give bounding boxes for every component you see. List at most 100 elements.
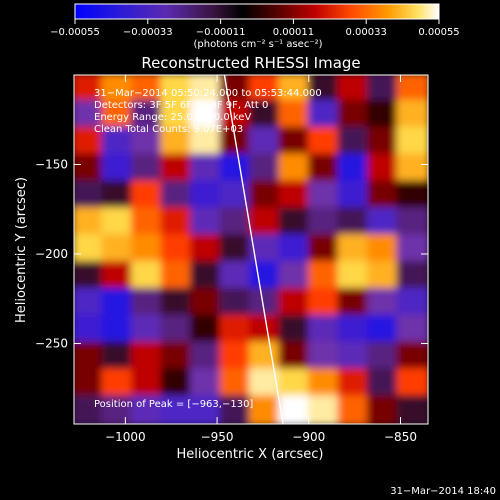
heatmap-cell bbox=[366, 180, 401, 212]
heatmap-cell bbox=[101, 153, 135, 185]
heatmap-cell bbox=[189, 99, 224, 131]
heatmap-cell bbox=[248, 395, 283, 424]
peak-annotation: Position of Peak = [−963,−130] bbox=[94, 399, 253, 410]
heatmap-cell bbox=[396, 99, 428, 131]
heatmap-cell bbox=[74, 99, 106, 131]
heatmap-cell bbox=[337, 207, 371, 239]
heatmap-cell bbox=[189, 207, 224, 239]
clean-annotation: Clean Total Counts: 9.07E+03 bbox=[94, 124, 243, 135]
heatmap-cell bbox=[248, 153, 283, 185]
heatmap-cell bbox=[160, 341, 194, 373]
heatmap-cell bbox=[189, 287, 224, 319]
heatmap-cell bbox=[278, 99, 312, 131]
heatmap-cell bbox=[248, 207, 283, 239]
heatmap-cell bbox=[337, 75, 371, 104]
solar-limb-line bbox=[223, 75, 284, 424]
heatmap-cell bbox=[337, 341, 371, 373]
heatmap-cell bbox=[307, 180, 342, 212]
heatmap-cell bbox=[74, 368, 106, 400]
x-tick-label: −950 bbox=[201, 430, 234, 444]
heatmap-cell bbox=[130, 99, 165, 131]
heatmap-cell bbox=[248, 75, 283, 104]
heatmap-cell bbox=[219, 395, 253, 424]
heatmap-cell bbox=[189, 126, 224, 158]
heatmap-cell bbox=[189, 153, 224, 185]
heatmap-cell bbox=[189, 260, 224, 292]
heatmap-cell bbox=[219, 287, 253, 319]
heatmap-cell bbox=[396, 126, 428, 158]
heatmap-cell bbox=[130, 341, 165, 373]
heatmap-cell bbox=[278, 153, 312, 185]
heatmap-cell bbox=[130, 126, 165, 158]
heatmap-cell bbox=[189, 75, 224, 104]
heatmap-cell bbox=[366, 287, 401, 319]
heatmap-cell bbox=[160, 153, 194, 185]
heatmap-cell bbox=[74, 153, 106, 185]
colorbar-tick-label: 0.00011 bbox=[273, 27, 314, 38]
heatmap-cell bbox=[278, 260, 312, 292]
heatmap-cell bbox=[396, 287, 428, 319]
heatmap-cell bbox=[130, 153, 165, 185]
heatmap-cell bbox=[74, 75, 106, 104]
image-area bbox=[74, 75, 428, 424]
heatmap-cell bbox=[219, 99, 253, 131]
heatmap-cell bbox=[130, 234, 165, 265]
heatmap-cell bbox=[396, 234, 428, 265]
energy-annotation: Energy Range: 25.0 − 50.0 keV bbox=[94, 112, 251, 123]
heatmap-cell bbox=[101, 126, 135, 158]
heatmap-cell bbox=[189, 341, 224, 373]
y-tick-label: −150 bbox=[35, 157, 68, 171]
heatmap-cell bbox=[219, 368, 253, 400]
heatmap-cell bbox=[278, 126, 312, 158]
heatmap-cell bbox=[74, 234, 106, 265]
heatmap-cell bbox=[219, 314, 253, 346]
heatmap-cell bbox=[101, 395, 135, 424]
x-tick-label: −1000 bbox=[105, 430, 146, 444]
heatmap-cell bbox=[130, 260, 165, 292]
heatmap-cell bbox=[366, 395, 401, 424]
heatmap-cell bbox=[366, 207, 401, 239]
heatmap-cell bbox=[366, 153, 401, 185]
heatmap-cell bbox=[396, 180, 428, 212]
colorbar bbox=[74, 3, 440, 20]
heatmap-cell bbox=[160, 126, 194, 158]
heatmap-cell bbox=[337, 126, 371, 158]
heatmap-cell bbox=[160, 287, 194, 319]
heatmap-cell bbox=[160, 75, 194, 104]
y-tick-label: −200 bbox=[35, 247, 68, 261]
heatmap-cell bbox=[366, 341, 401, 373]
heatmap-cell bbox=[396, 395, 428, 424]
heatmap-cell bbox=[101, 287, 135, 319]
heatmap-cell bbox=[130, 314, 165, 346]
heatmap-cell bbox=[248, 341, 283, 373]
heatmap-cell bbox=[101, 314, 135, 346]
heatmap-cell bbox=[74, 180, 106, 212]
heatmap-cell bbox=[160, 314, 194, 346]
heatmap-cell bbox=[189, 314, 224, 346]
heatmap-cell bbox=[337, 287, 371, 319]
heatmap-cell bbox=[278, 341, 312, 373]
heatmap-cell bbox=[189, 395, 224, 424]
heatmap-cell bbox=[307, 153, 342, 185]
heatmap-cell bbox=[307, 368, 342, 400]
plot-frame bbox=[73, 74, 429, 425]
heatmap-cell bbox=[337, 180, 371, 212]
heatmap-cell bbox=[396, 207, 428, 239]
heatmap-cell bbox=[74, 287, 106, 319]
heatmap-cell bbox=[160, 395, 194, 424]
x-tick-label: −900 bbox=[292, 430, 325, 444]
heatmap-cell bbox=[160, 260, 194, 292]
heatmap-cell bbox=[248, 260, 283, 292]
heatmap-cell bbox=[278, 395, 312, 424]
heatmap-cell bbox=[396, 153, 428, 185]
heatmap-cell bbox=[101, 368, 135, 400]
heatmap-cell bbox=[130, 75, 165, 104]
heatmap-cell bbox=[130, 287, 165, 319]
heatmap-cell bbox=[337, 99, 371, 131]
heatmap-cell bbox=[74, 314, 106, 346]
y-axis-label: Heliocentric Y (arcsec) bbox=[14, 177, 29, 323]
heatmap-cell bbox=[248, 287, 283, 319]
heatmap-cell bbox=[130, 180, 165, 212]
colorbar-ticks: −0.00055 −0.00033 −0.00011 0.00011 0.00033 0.… bbox=[50, 19, 460, 38]
